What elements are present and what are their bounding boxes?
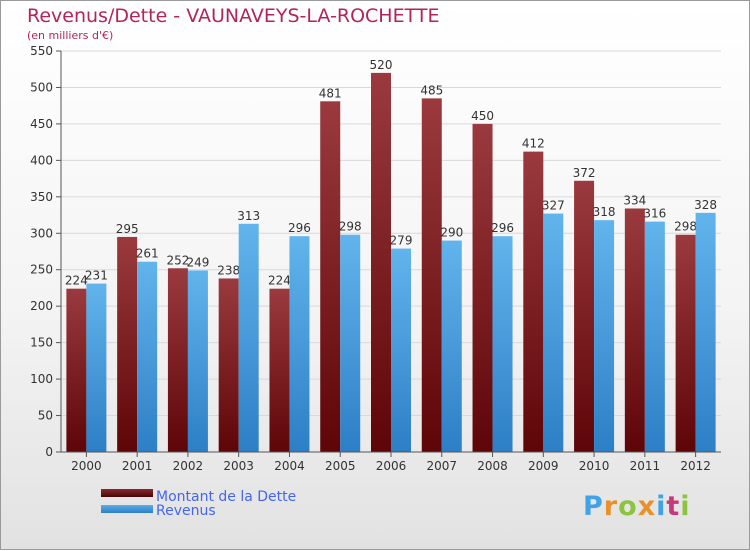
x-tick-label: 2002: [173, 459, 204, 473]
legend-swatch-revenus: [101, 505, 153, 513]
data-label-revenus: 279: [390, 234, 413, 248]
chart-subtitle: (en milliers d'€): [27, 29, 114, 42]
bar-dette: [167, 268, 188, 452]
data-label-revenus: 231: [85, 269, 108, 283]
x-tick-label: 2008: [477, 459, 508, 473]
data-label-revenus: 298: [339, 220, 362, 234]
x-tick-label: 2012: [680, 459, 711, 473]
legend: Montant de la Dette Revenus: [101, 489, 296, 519]
bar-dette: [269, 288, 290, 452]
legend-label-revenus: Revenus: [156, 503, 216, 519]
x-axis: 2000 2001 2002 2003 2004 2005 2006 2007 2008 2009…: [61, 451, 721, 473]
x-tick-label: 2000: [71, 459, 102, 473]
bar-dette: [472, 123, 493, 452]
y-axis: 0 50 100 150 200 250 300 350 400 450 500 550: [30, 44, 62, 459]
bar-dette: [574, 180, 595, 452]
data-label-dette: 450: [471, 109, 494, 123]
bar-dette: [371, 72, 391, 452]
bar-revenus: [340, 234, 361, 452]
data-label-revenus: 290: [440, 226, 463, 240]
chart-title: Revenus/Dette - VAUNAVEYS-LA-ROCHETTE: [27, 5, 440, 27]
x-tick-label: 2009: [528, 459, 559, 473]
x-tick-label: 2007: [426, 459, 457, 473]
data-label-dette: 485: [420, 83, 443, 97]
x-tick-label: 2003: [223, 459, 254, 473]
x-tick-label: 2004: [274, 459, 305, 473]
bar-dette: [675, 234, 696, 452]
logo-letter: P: [583, 491, 604, 522]
data-label-dette: 224: [65, 274, 88, 288]
x-tick-label: 2006: [376, 459, 407, 473]
logo-letter: t: [666, 491, 681, 522]
data-label-revenus: 318: [593, 205, 616, 219]
bar-revenus: [391, 248, 411, 452]
bar-revenus: [137, 261, 158, 452]
data-label-dette: 372: [573, 166, 596, 180]
bar-revenus: [594, 220, 615, 452]
bar-revenus: [695, 212, 716, 452]
data-label-revenus: 327: [542, 199, 565, 213]
bar-dette: [523, 151, 544, 452]
y-tick-label: 150: [30, 336, 53, 350]
data-label-revenus: 316: [643, 207, 666, 221]
y-tick-label: 500: [30, 80, 53, 94]
bar-revenus: [86, 283, 107, 452]
y-tick-label: 300: [30, 226, 53, 240]
y-tick-label: 550: [30, 44, 53, 58]
bar-dette: [624, 208, 645, 452]
y-tick-label: 450: [30, 117, 53, 131]
data-label-revenus: 261: [136, 247, 159, 261]
x-tick-label: 2010: [579, 459, 610, 473]
logo-letter: o: [618, 491, 638, 522]
data-label-dette: 412: [522, 137, 545, 151]
y-tick-label: 50: [38, 409, 53, 423]
legend-label-dette: Montant de la Dette: [156, 489, 296, 505]
proxiti-logo: Proxiti: [583, 491, 691, 522]
data-label-dette: 252: [166, 253, 189, 267]
logo-letter: r: [603, 491, 619, 522]
y-tick-label: 100: [30, 372, 53, 386]
bar-revenus: [492, 236, 513, 452]
data-label-revenus: 296: [288, 221, 311, 235]
bar-revenus: [289, 236, 310, 452]
y-tick-label: 200: [30, 299, 53, 313]
bar-dette: [66, 288, 87, 452]
data-label-dette: 520: [370, 58, 393, 72]
logo-letter: i: [680, 491, 691, 522]
legend-swatch-dette: [101, 489, 153, 497]
y-tick-label: 350: [30, 190, 53, 204]
bar-revenus: [543, 213, 564, 452]
data-label-revenus: 249: [186, 255, 209, 269]
bar-revenus: [644, 221, 665, 452]
y-tick-label: 0: [45, 445, 53, 459]
x-tick-label: 2005: [325, 459, 356, 473]
x-tick-label: 2001: [122, 459, 153, 473]
data-label-dette: 238: [217, 263, 240, 277]
logo-letter: i: [656, 491, 667, 522]
data-label-dette: 481: [319, 86, 342, 100]
data-label-revenus: 328: [694, 198, 717, 212]
data-label-dette: 298: [674, 220, 697, 234]
bar-revenus: [238, 223, 259, 452]
data-label-revenus: 313: [237, 209, 260, 223]
bar-dette: [117, 236, 138, 452]
bar-dette: [421, 98, 442, 453]
data-label-dette: 334: [623, 193, 646, 207]
bar-dette: [320, 101, 341, 452]
y-tick-label: 250: [30, 263, 53, 277]
bar-dette: [218, 278, 239, 452]
bar-revenus: [187, 270, 208, 452]
bar-revenus: [441, 240, 462, 452]
data-label-dette: 295: [116, 222, 139, 236]
logo-letter: x: [637, 491, 657, 522]
x-tick-label: 2011: [630, 459, 661, 473]
data-label-revenus: 296: [491, 221, 514, 235]
data-label-dette: 224: [268, 274, 291, 288]
y-tick-label: 400: [30, 153, 53, 167]
